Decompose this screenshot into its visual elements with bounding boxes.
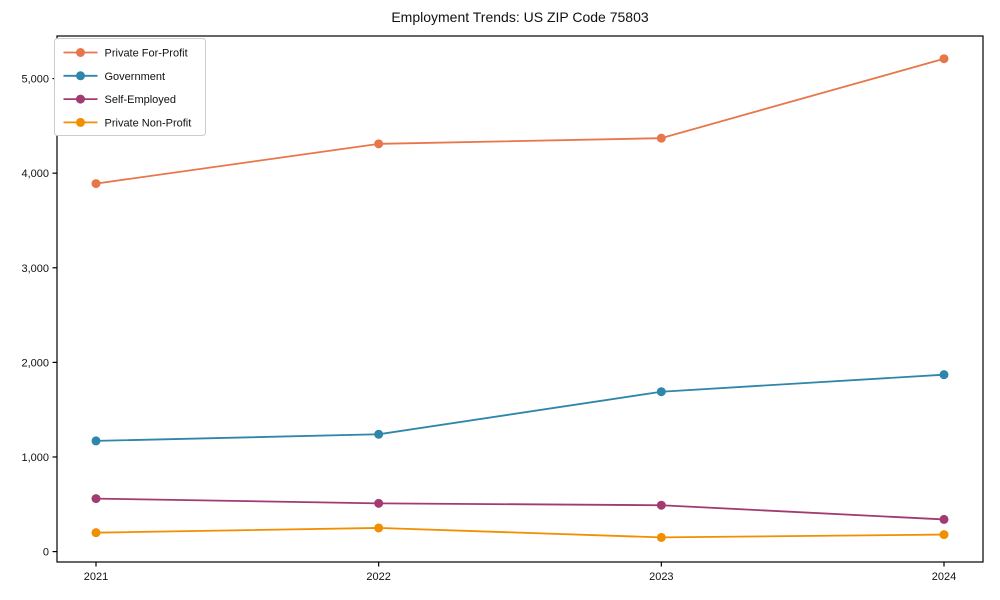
y-axis-tick-label: 2,000 [21, 357, 49, 369]
series-line [95, 373, 945, 442]
data-point-marker [374, 139, 384, 149]
y-axis-tick-label: 1,000 [21, 452, 49, 464]
data-point-marker [91, 436, 101, 446]
legend-item-label: Private Non-Profit [105, 117, 192, 129]
data-point-marker [91, 179, 101, 189]
legend-item-label: Self-Employed [105, 94, 177, 106]
data-point-marker [91, 528, 101, 538]
y-axis-tick-label: 3,000 [21, 263, 49, 275]
data-point-marker [91, 494, 101, 504]
legend-marker-dot [76, 48, 85, 57]
data-point-marker [656, 532, 666, 542]
data-point-marker [656, 387, 666, 397]
data-point-marker [374, 498, 384, 508]
chart-title: Employment Trends: US ZIP Code 75803 [391, 9, 649, 25]
legend-marker-dot [76, 117, 85, 127]
plot-frame [56, 35, 984, 563]
series-line [95, 497, 945, 521]
x-axis-tick-label: 2021 [84, 571, 108, 583]
data-point-marker [939, 514, 949, 524]
x-axis-tick-label: 2023 [649, 571, 673, 583]
data-point-marker [374, 523, 384, 533]
series-line [95, 527, 945, 539]
y-axis-tick-label: 4,000 [21, 168, 49, 180]
legend-item-label: Government [105, 71, 166, 83]
legend-marker-dot [76, 71, 85, 81]
data-point-marker [656, 500, 666, 510]
data-point-marker [939, 530, 949, 540]
series-line [95, 57, 945, 185]
data-point-marker [939, 370, 949, 380]
data-point-marker [656, 133, 666, 143]
y-axis-tick-label: 5,000 [21, 74, 49, 86]
x-axis-tick-label: 2024 [932, 571, 956, 583]
data-point-marker [939, 54, 949, 64]
legend-box [54, 38, 206, 136]
legend-item-label: Private For-Profit [105, 48, 188, 60]
y-axis-tick-label: 0 [43, 547, 49, 559]
data-point-marker [374, 429, 384, 439]
x-axis-tick-label: 2022 [366, 571, 390, 583]
legend-marker-dot [76, 94, 85, 104]
